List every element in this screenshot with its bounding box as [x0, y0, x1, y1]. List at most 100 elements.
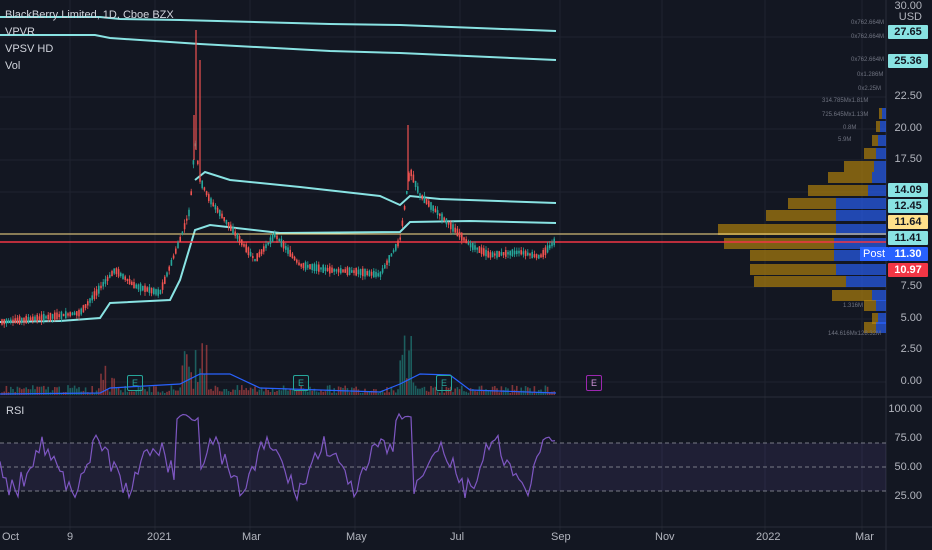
volume-bar: [533, 386, 536, 395]
volume-bar: [104, 365, 107, 395]
volume-bar: [513, 389, 516, 395]
candle-body: [408, 173, 410, 181]
candle-body: [403, 206, 406, 210]
volume-bar: [313, 388, 316, 395]
vp-bar-down: [788, 198, 836, 209]
candle-body: [168, 266, 170, 271]
volume-bar: [111, 377, 113, 395]
volume-bar: [208, 389, 210, 395]
vp-bar-up: [876, 148, 886, 159]
vp-bar-up: [874, 161, 886, 172]
volume-bar: [544, 385, 547, 395]
earnings-marker[interactable]: E: [127, 375, 143, 391]
volume-bar: [201, 343, 203, 395]
volume-bar: [230, 391, 232, 395]
candle-body: [144, 285, 146, 292]
volume-bar: [436, 391, 439, 395]
symbol-title[interactable]: BlackBerry Limited, 1D, Cboe BZX: [5, 9, 174, 21]
volume-bar: [483, 390, 485, 395]
candle-body: [544, 247, 547, 256]
vp-bar-down: [864, 300, 876, 311]
candle-body: [461, 232, 463, 241]
candle-body: [232, 227, 234, 235]
volume-bar: [461, 385, 463, 395]
volume-bar: [216, 387, 219, 395]
earnings-marker[interactable]: E: [293, 375, 309, 391]
time-tick: Oct: [2, 531, 20, 543]
volume-bar: [38, 386, 41, 395]
candle-body: [441, 213, 443, 221]
volume-bar: [234, 389, 236, 395]
volume-bar: [91, 386, 93, 395]
candle-body: [157, 289, 159, 296]
candle-body: [69, 312, 71, 317]
rsi-label[interactable]: RSI: [6, 405, 25, 417]
volume-bar: [56, 387, 58, 395]
vwap-mid: [194, 170, 557, 207]
candle-body: [115, 268, 118, 275]
vp-bar-down: [864, 148, 876, 159]
volume-bar: [23, 388, 25, 395]
volume-bar: [516, 385, 518, 395]
volume-bar: [245, 388, 247, 395]
candle-body: [82, 305, 85, 313]
vp-bar-down: [718, 224, 836, 235]
candle-body: [245, 244, 247, 253]
volume-bar: [106, 389, 109, 395]
volume-bar: [428, 391, 430, 395]
indicator-vpvr[interactable]: VPVR: [5, 26, 35, 38]
candle-body: [139, 283, 142, 292]
vp-bar-up: [876, 322, 886, 333]
volume-bar: [359, 392, 362, 395]
candle-body: [179, 236, 181, 242]
indicator-vol[interactable]: Vol: [5, 60, 21, 72]
volume-bar: [346, 388, 349, 395]
candle-body: [122, 273, 124, 280]
volume-bar: [412, 382, 415, 395]
candle-body: [78, 309, 80, 317]
candle-body: [67, 313, 69, 316]
volume-bar: [238, 390, 241, 395]
candle-body: [238, 236, 241, 243]
candle-body: [223, 217, 225, 221]
volume-bar: [166, 391, 168, 395]
candle-body: [183, 223, 186, 230]
candle-body: [491, 252, 494, 258]
candle-body: [386, 260, 388, 265]
candle-body: [379, 271, 382, 277]
candle-body: [117, 269, 120, 277]
candle-body: [335, 269, 338, 272]
candle-body: [87, 301, 89, 306]
candle-body: [225, 219, 228, 224]
volume-bar: [278, 389, 280, 395]
volume-bar: [210, 388, 212, 395]
candle-body: [322, 264, 324, 273]
candle-body: [175, 248, 177, 254]
candle-body: [533, 254, 536, 258]
candle-body: [113, 268, 115, 274]
volume-bar: [172, 389, 175, 395]
volume-bar: [47, 386, 49, 395]
candle-body: [124, 276, 126, 280]
indicator-vpsv-hd[interactable]: VPSV HD: [5, 43, 54, 55]
candle-body: [188, 209, 190, 217]
post-market-label: Post: [860, 247, 888, 261]
volume-bar: [289, 389, 291, 395]
candle-body: [419, 193, 421, 197]
volume-bar: [203, 374, 206, 395]
candle-body: [540, 254, 542, 258]
earnings-marker[interactable]: E: [436, 375, 452, 391]
candle-body: [443, 217, 445, 221]
price-badge-vwap-2: 25.36: [888, 54, 928, 68]
candle-body: [454, 227, 456, 233]
candle-body: [43, 313, 45, 322]
candle-body: [155, 289, 157, 295]
vp-label: 725.645Mx1.13M: [822, 112, 869, 118]
vp-bar-down: [766, 210, 836, 221]
candle-body: [100, 285, 102, 289]
earnings-marker-upcoming[interactable]: E: [586, 375, 602, 391]
volume-bar: [25, 387, 27, 395]
volume-bar: [465, 391, 467, 395]
volume-bar: [45, 389, 47, 395]
